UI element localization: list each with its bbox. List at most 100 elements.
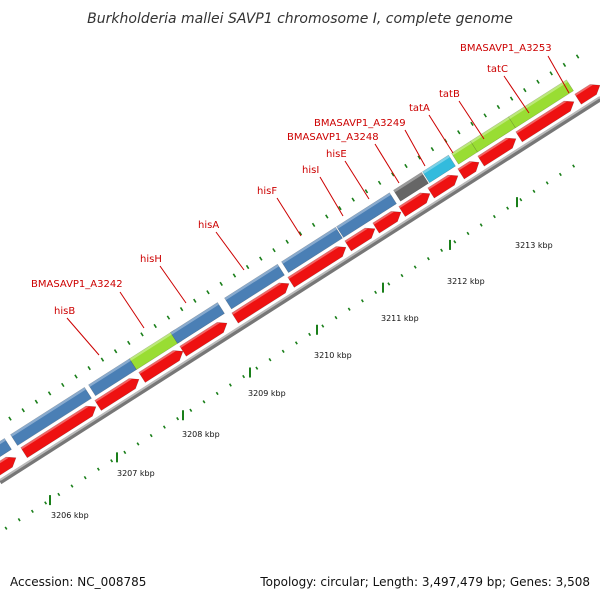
tick-mark	[162, 425, 166, 429]
kbp-scale-labels: 3206 kbp 3207 kbp 3208 kbp 3209 kbp 3210 kbp…	[51, 241, 553, 520]
gene-label: hisH	[140, 254, 162, 265]
tick-mark	[417, 155, 421, 160]
tick-mark	[245, 264, 250, 270]
tick-mark	[351, 197, 355, 202]
tick-mark	[100, 357, 105, 362]
gene-label: BMASAVP1_A3242	[31, 279, 123, 290]
tick-mark	[140, 332, 144, 337]
tick-mark	[364, 189, 369, 194]
orf-arrow	[138, 350, 184, 383]
tick-mark	[509, 96, 514, 101]
tick-mark	[572, 164, 576, 168]
tick-mark	[268, 358, 272, 362]
tick-mark	[281, 349, 285, 354]
tick-mark	[338, 205, 342, 211]
tick-mark	[400, 273, 404, 278]
tick-mark	[457, 130, 461, 135]
tick-mark	[87, 365, 91, 371]
tick-mark	[189, 408, 193, 412]
orf-arrow	[477, 137, 517, 167]
orf-arrow	[0, 456, 17, 480]
leader-line	[344, 160, 370, 200]
tick-mark	[17, 518, 21, 522]
tick-mark	[532, 189, 536, 194]
gene-bar	[10, 387, 92, 446]
orf-arrow	[287, 246, 347, 288]
tick-mark	[47, 391, 52, 396]
kbp-scale-label: 3211 kbp	[381, 314, 419, 323]
gene-label: BMASAVP1_A3253	[460, 43, 552, 54]
tick-mark	[506, 206, 510, 210]
gene-label: hisE	[326, 149, 347, 160]
tick-mark	[496, 104, 501, 110]
leader-line	[547, 55, 570, 94]
label-leaders	[66, 55, 570, 356]
tick-mark	[166, 315, 171, 320]
leader-line	[374, 143, 400, 184]
tick-mark	[21, 408, 25, 413]
gene-label: tatC	[487, 64, 508, 75]
kbp-scale-label: 3206 kbp	[51, 511, 89, 520]
gene-label: tatA	[409, 103, 430, 114]
leader-line	[215, 231, 245, 271]
leader-line	[276, 197, 302, 237]
tick-mark	[308, 332, 312, 337]
tick-mark	[391, 172, 395, 177]
orf-arrow	[372, 211, 402, 234]
tick-mark	[70, 484, 74, 488]
gene-label: hisB	[54, 306, 75, 317]
tick-mark	[242, 374, 246, 379]
leader-line	[404, 129, 426, 167]
tick-mark	[347, 307, 351, 311]
orf-arrow	[574, 84, 600, 105]
tick-mark	[374, 290, 378, 295]
tick-mark	[228, 383, 232, 387]
tick-mark	[479, 223, 483, 227]
tick-mark	[113, 349, 118, 354]
tick-mark	[334, 315, 338, 320]
orf-arrow	[94, 378, 140, 411]
tick-mark	[523, 88, 527, 93]
tick-mark	[545, 181, 549, 185]
leader-line	[159, 265, 187, 304]
orf-arrow	[398, 192, 431, 217]
gene-bar	[224, 263, 285, 310]
tick-mark	[34, 399, 39, 404]
tick-mark	[149, 433, 153, 438]
gene-label: BMASAVP1_A3248	[287, 132, 379, 143]
tick-mark	[30, 509, 34, 514]
tick-mark	[483, 113, 487, 118]
tick-mark	[549, 71, 553, 76]
tick-mark	[575, 54, 580, 59]
gene-bar	[470, 116, 516, 153]
orf-arrow	[231, 282, 290, 324]
tick-mark	[360, 299, 364, 303]
tick-mark	[562, 62, 567, 68]
tick-mark	[153, 323, 157, 329]
backbone-line	[0, 96, 600, 485]
tick-mark	[294, 341, 298, 345]
tick-mark	[206, 290, 210, 295]
backbone	[0, 96, 600, 485]
accession-text: Accession: NC_008785	[10, 575, 146, 589]
tick-mark	[430, 147, 435, 152]
tick-mark	[123, 450, 127, 455]
tick-mark	[453, 240, 457, 244]
kbp-scale-label: 3212 kbp	[447, 277, 485, 286]
gene-label: hisA	[198, 220, 219, 231]
tick-mark	[536, 79, 540, 84]
tick-mark	[57, 492, 61, 497]
gene-labels: hisB BMASAVP1_A3242 hisH hisA hisF hisI hisE BM…	[31, 43, 552, 317]
gene-label: hisF	[257, 186, 277, 197]
gene-bar	[393, 172, 429, 202]
tick-mark	[127, 340, 131, 345]
tick-mark	[44, 501, 48, 505]
tick-mark	[232, 273, 237, 278]
leader-line	[319, 176, 344, 217]
tick-mark	[193, 298, 197, 303]
tick-mark	[255, 366, 259, 370]
kbp-scale-label: 3210 kbp	[314, 351, 352, 360]
tick-mark	[83, 475, 87, 480]
tick-mark	[219, 281, 223, 286]
kbp-scale-label: 3207 kbp	[117, 469, 155, 478]
